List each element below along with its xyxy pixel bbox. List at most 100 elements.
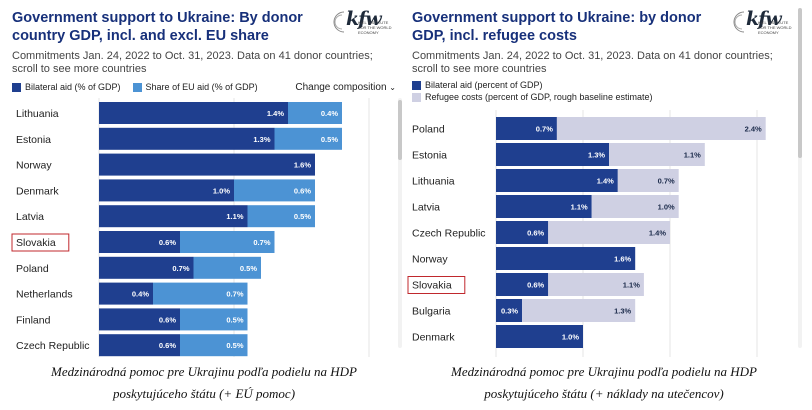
- bar-bilateral: [99, 256, 194, 279]
- bar-bilateral: [496, 117, 557, 140]
- logo-text: kfw: [746, 8, 782, 30]
- bar-secondary: [288, 102, 342, 124]
- scrollbar-thumb[interactable]: [798, 8, 802, 158]
- change-composition-dropdown[interactable]: Change composition ⌄: [295, 82, 396, 93]
- category-label: Bulgaria: [412, 306, 451, 318]
- data-label: 1.1%: [226, 212, 243, 221]
- data-label: 0.7%: [536, 125, 553, 134]
- bar-secondary: [153, 282, 248, 305]
- data-label: 1.3%: [588, 151, 605, 160]
- logo-subtext: KIEL INSTITUTE FOR THE WORLD ECONOMY: [758, 20, 792, 35]
- bar-bilateral: [496, 221, 549, 244]
- caption-line: Medzinárodná pomoc pre Ukrajinu podľa po…: [451, 364, 757, 379]
- bar-secondary: [234, 179, 315, 202]
- chart-subtitle: Commitments Jan. 24, 2022 to Oct. 31, 20…: [12, 50, 373, 75]
- bar-secondary: [180, 334, 248, 357]
- data-label: 0.7%: [253, 238, 270, 247]
- legend-swatch: [132, 82, 142, 92]
- bar-bilateral: [496, 273, 549, 296]
- bar-bilateral: [99, 205, 248, 228]
- bar-bilateral: [496, 143, 610, 166]
- data-label: 1.3%: [253, 135, 270, 144]
- kiel-institute-logo: kfw KIEL INSTITUTE FOR THE WORLD ECONOMY: [728, 8, 792, 42]
- data-label: 1.0%: [562, 333, 579, 342]
- bar-secondary: [548, 273, 644, 296]
- chart-subtitle: Commitments Jan. 24, 2022 to Oct. 31, 20…: [412, 50, 773, 75]
- data-label: 1.0%: [213, 186, 230, 195]
- scrollbar-track[interactable]: [798, 108, 802, 348]
- data-label: 0.6%: [527, 281, 544, 290]
- data-label: 1.4%: [267, 109, 284, 118]
- data-label: 0.5%: [226, 315, 243, 324]
- legend-label: Bilateral aid (percent of GDP): [425, 80, 543, 90]
- bar-bilateral: [496, 247, 636, 270]
- data-label: 0.5%: [226, 341, 243, 350]
- bar-bilateral: [99, 102, 288, 124]
- caption-line: poskytujúceho štátu (+ EÚ pomoc): [112, 386, 296, 401]
- category-label: Poland: [16, 263, 49, 275]
- data-label: 1.1%: [571, 203, 588, 212]
- kiel-institute-logo: kfw KIEL INSTITUTE FOR THE WORLD ECONOMY: [328, 8, 391, 42]
- category-label: Czech Republic: [412, 228, 486, 240]
- bar-secondary: [247, 205, 315, 228]
- legend-item-bilateral: Bilateral aid (% of GDP): [12, 82, 121, 92]
- bar-secondary: [617, 169, 679, 192]
- legend-swatch: [412, 92, 421, 102]
- data-label: 0.6%: [159, 315, 176, 324]
- data-label: 0.6%: [527, 229, 544, 238]
- data-label: 0.3%: [501, 307, 518, 316]
- highlight-box: [11, 233, 70, 252]
- chart-legend: Bilateral aid (% of GDP) Share of EU aid…: [12, 82, 258, 92]
- chart-panel-right: Government support to Ukraine: by donor …: [404, 0, 804, 357]
- category-label: Estonia: [412, 150, 447, 162]
- bar-bilateral: [496, 325, 583, 348]
- bar-secondary: [274, 127, 342, 150]
- category-label: Denmark: [412, 332, 455, 344]
- legend-label: Refugee costs (percent of GDP, rough bas…: [425, 92, 653, 102]
- data-label: 1.4%: [649, 229, 666, 238]
- category-label: Norway: [16, 160, 52, 172]
- category-label: Poland: [412, 124, 445, 136]
- bar-secondary: [522, 299, 636, 322]
- data-label: 1.1%: [684, 151, 701, 160]
- chart-title: Government support to Ukraine: by donor …: [412, 10, 702, 44]
- category-label: Estonia: [16, 134, 51, 146]
- category-label: Slovakia: [16, 237, 56, 249]
- legend-item-refugee: Refugee costs (percent of GDP, rough bas…: [412, 92, 652, 102]
- scrollbar-track[interactable]: [398, 98, 402, 348]
- logo-arc-icon: [733, 11, 745, 33]
- data-label: 0.6%: [159, 238, 176, 247]
- data-label: 0.4%: [321, 109, 338, 118]
- category-label: Netherlands: [16, 289, 73, 301]
- chart-svg: Poland 0.7% 2.4% Estonia 1.3% 1.1% Lithuania 1.…: [407, 110, 766, 357]
- highlight-box: [407, 276, 466, 294]
- bar-bilateral: [99, 308, 180, 331]
- data-label: 1.0%: [658, 203, 675, 212]
- data-label: 0.7%: [172, 264, 189, 273]
- category-label: Denmark: [16, 185, 59, 197]
- bar-bilateral: [99, 153, 315, 176]
- data-label: 1.6%: [294, 161, 311, 170]
- bar-secondary: [609, 143, 705, 166]
- figure-caption-right: Medzinárodná pomoc pre Ukrajinu podľa po…: [404, 361, 804, 405]
- category-label: Slovakia: [412, 280, 452, 292]
- legend-label: Bilateral aid (% of GDP): [25, 82, 121, 92]
- category-label: Czech Republic: [16, 340, 90, 352]
- chart-legend: Bilateral aid (percent of GDP) Refugee c…: [412, 80, 652, 102]
- chart-svg: Lithuania 1.4% 0.4% Estonia 1.3% 0.5% Norway 1.…: [11, 98, 370, 357]
- bar-bilateral: [99, 334, 180, 357]
- data-label: 1.4%: [597, 177, 614, 186]
- legend-label: Share of EU aid (% of GDP): [145, 82, 258, 92]
- data-label: 1.1%: [623, 281, 640, 290]
- data-label: 1.6%: [614, 255, 631, 264]
- change-composition-label: Change composition: [295, 82, 387, 93]
- data-label: 0.5%: [321, 135, 338, 144]
- caption-line: Medzinárodná pomoc pre Ukrajinu podľa po…: [51, 364, 357, 379]
- data-label: 0.6%: [294, 186, 311, 195]
- category-label: Lithuania: [16, 108, 59, 120]
- category-label: Lithuania: [412, 176, 455, 188]
- category-label: Latvia: [412, 202, 440, 214]
- scrollbar-thumb[interactable]: [398, 100, 402, 160]
- chart-title: Government support to Ukraine: By donor …: [12, 10, 303, 44]
- bar-bilateral: [496, 169, 618, 192]
